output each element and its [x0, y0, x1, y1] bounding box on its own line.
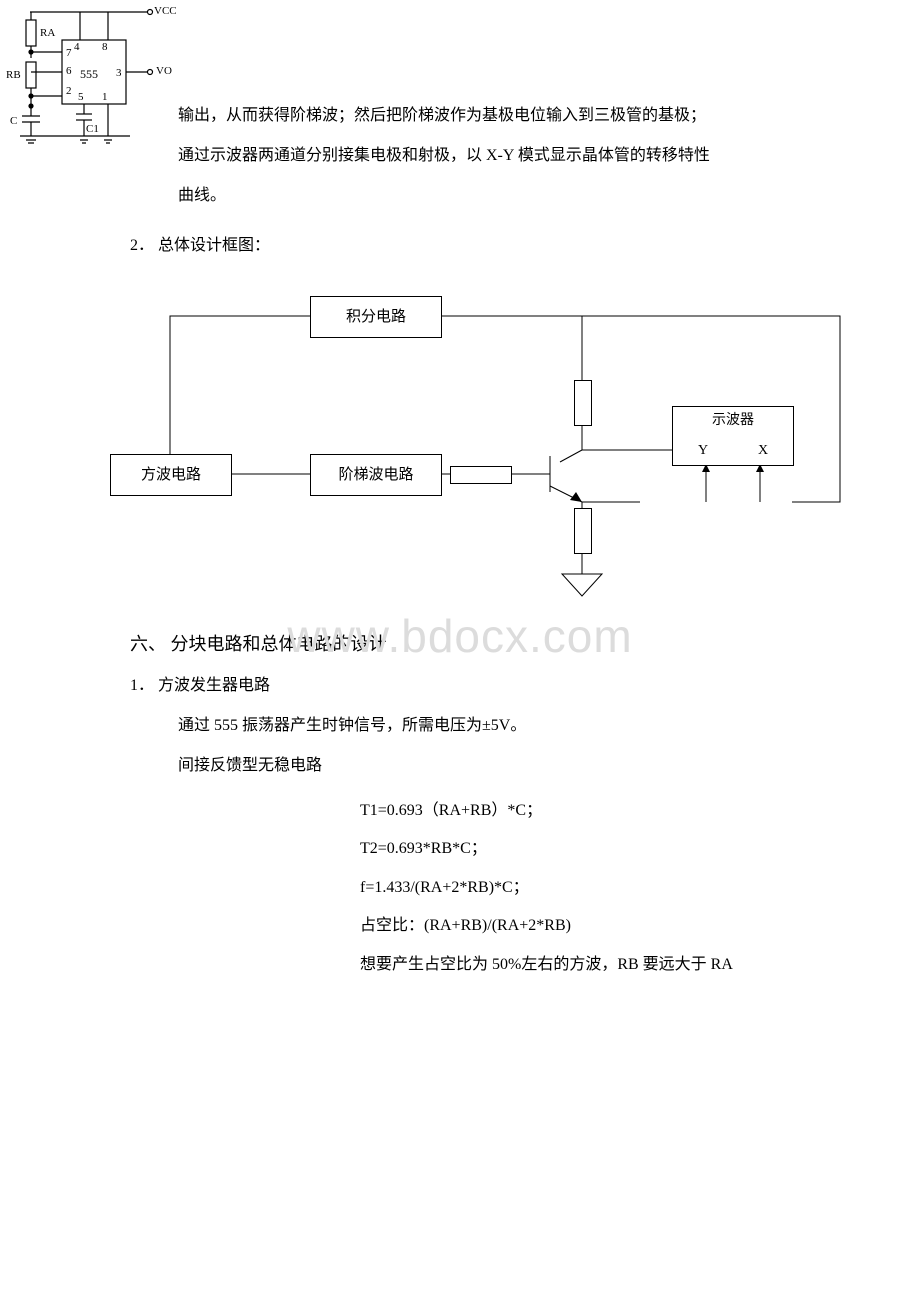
- box-res-top: [574, 380, 592, 426]
- label-p5: 5: [78, 91, 84, 103]
- box-series-res: [450, 466, 512, 484]
- label-p3: 3: [116, 67, 122, 79]
- circuit-555-svg: VCC RA RB C: [0, 0, 180, 150]
- label-ra: RA: [40, 27, 55, 39]
- section6-line-b: 间接反馈型无稳电路: [130, 750, 790, 782]
- scope-title: 示波器: [712, 403, 754, 435]
- section6-item1-label: 1．: [130, 677, 154, 694]
- formula-4: 占空比：(RA+RB)/(RA+2*RB): [360, 907, 790, 945]
- section6-item1-text: 方波发生器电路: [158, 677, 270, 694]
- label-c: C: [10, 115, 17, 127]
- item2: 2． 总体设计框图：: [130, 230, 790, 262]
- formula-1: T1=0.693（RA+RB）*C；: [360, 792, 790, 830]
- formula-5: 想要产生占空比为 50%左右的方波，RB 要远大于 RA: [360, 946, 790, 984]
- item2-label: 2．: [130, 237, 154, 254]
- item2-text: 总体设计框图：: [158, 237, 270, 254]
- label-vo: VO: [156, 65, 172, 77]
- label-p6: 6: [66, 65, 72, 77]
- label-c1: C1: [86, 123, 99, 135]
- section6-item1: 1． 方波发生器电路: [130, 670, 790, 702]
- label-p4: 4: [74, 41, 80, 53]
- scope-y-label: Y: [698, 437, 708, 465]
- section6-heading: 六、 分块电路和总体电路的设计: [130, 626, 790, 662]
- formula-3: f=1.433/(RA+2*RB)*C；: [360, 869, 790, 907]
- box-square-label: 方波电路: [141, 460, 201, 490]
- section6-line-a: 通过 555 振荡器产生时钟信号，所需电压为±5V。: [130, 710, 790, 742]
- box-stair-label: 阶梯波电路: [338, 460, 413, 490]
- box-res-bot: [574, 508, 592, 554]
- box-stair: 阶梯波电路: [310, 454, 442, 496]
- box-integrator-label: 积分电路: [346, 302, 406, 332]
- block-diagram: 积分电路 方波电路 阶梯波电路 示波器 Y X: [100, 282, 860, 602]
- intro-line2: 通过示波器两通道分别接集电极和射极，以 X-Y 模式显示晶体管的转移特性: [130, 140, 790, 172]
- label-rb: RB: [6, 69, 21, 81]
- label-p8: 8: [102, 41, 108, 53]
- formula-2: T2=0.693*RB*C；: [360, 830, 790, 868]
- page-content: 输出，从而获得阶梯波；然后把阶梯波作为基极电位输入到三极管的基极； 通过示波器两…: [0, 0, 920, 1044]
- box-square: 方波电路: [110, 454, 232, 496]
- label-vcc: VCC: [154, 5, 177, 17]
- box-integrator: 积分电路: [310, 296, 442, 338]
- box-scope: 示波器 Y X: [672, 406, 794, 466]
- label-p1: 1: [102, 91, 108, 103]
- label-p7: 7: [66, 47, 72, 59]
- label-p2: 2: [66, 85, 72, 97]
- intro-line3: 曲线。: [130, 180, 790, 212]
- label-555: 555: [80, 67, 98, 81]
- intro-line1: 输出，从而获得阶梯波；然后把阶梯波作为基极电位输入到三极管的基极；: [130, 100, 790, 132]
- scope-x-label: X: [758, 437, 768, 465]
- formulas-block: T1=0.693（RA+RB）*C； T2=0.693*RB*C； f=1.43…: [130, 792, 790, 984]
